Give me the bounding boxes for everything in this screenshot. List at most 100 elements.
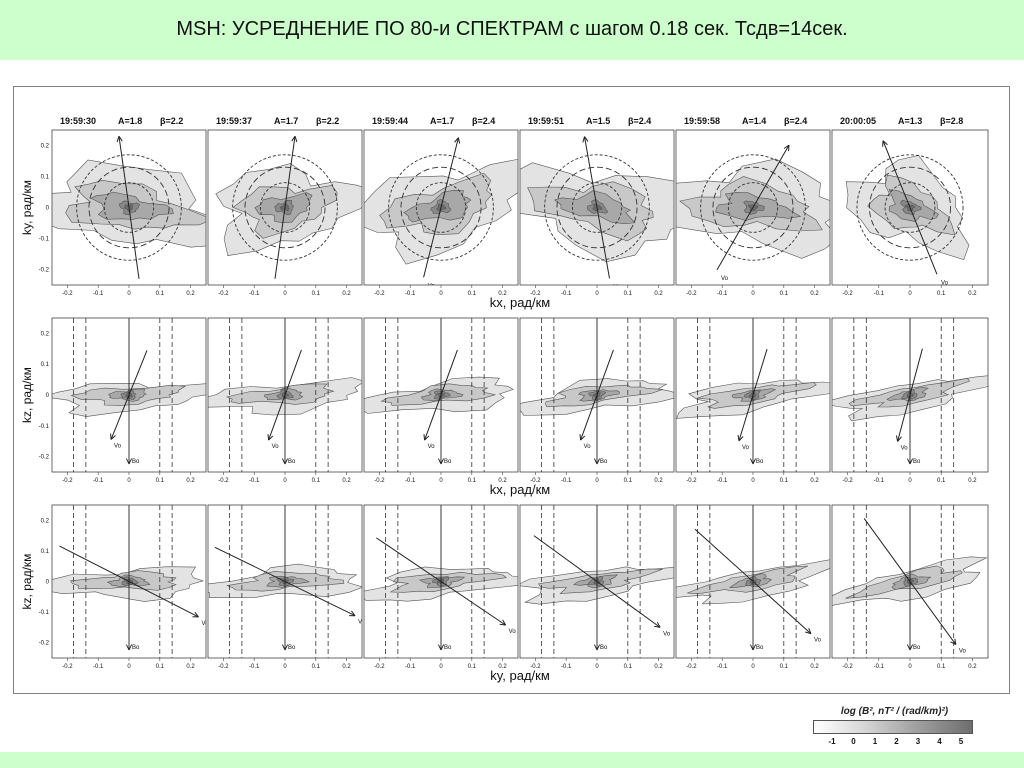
y-tick-label: 0 [46, 206, 50, 212]
scale-circle [727, 182, 779, 233]
vo-label: Vo [358, 620, 366, 626]
vo-arrowhead [805, 627, 812, 635]
vo-vector [423, 137, 459, 278]
contour-group: Bo Vo [364, 505, 518, 658]
panel-r2-c1: Bo Vo -0.2 -0.1 0 0.1 0.2 -0.2 -0.1 0 0.1 0.2 [39, 317, 207, 484]
x-tick-label: -0.1 [249, 291, 260, 297]
x-axis-label: kx, рад/км [490, 482, 551, 497]
vo-arrowhead [654, 621, 661, 628]
vo-arrowhead [267, 434, 274, 441]
x-tick-label: -0.1 [405, 291, 416, 297]
x-tick-label: -0.1 [249, 664, 260, 670]
scale-circle [571, 182, 623, 233]
x-tick-label: -0.2 [842, 291, 853, 297]
x-tick-label: 0.1 [780, 291, 789, 297]
x-tick-label: 0.2 [342, 478, 351, 484]
vo-vector [863, 518, 957, 645]
vo-arrowhead [116, 135, 123, 143]
scale-circle [556, 166, 638, 249]
x-tick-label: 0 [439, 478, 443, 484]
bo-label: Bo [913, 459, 921, 465]
x-tick-label: 0.1 [468, 478, 477, 484]
vo-arrowhead [737, 434, 744, 442]
panel-beta-value: β=2.8 [940, 116, 963, 126]
y-tick-label: 0.1 [41, 362, 50, 368]
bo-arrowhead [125, 644, 133, 651]
vo-vector [580, 349, 614, 441]
y-tick-label: 0 [46, 580, 50, 586]
vo-arrowhead [499, 619, 507, 626]
contour-group: Vo [215, 135, 362, 285]
x-tick-label: -0.1 [561, 478, 572, 484]
panel-time: 19:59:44 [372, 116, 408, 126]
bo-label: Bo [288, 645, 296, 651]
bo-label: Bo [600, 459, 608, 465]
vo-arrowhead [895, 435, 902, 442]
scale-circle [868, 166, 952, 249]
vo-vector [59, 545, 199, 618]
x-tick-label: 0.2 [968, 664, 977, 670]
x-tick-label: 0.1 [780, 478, 789, 484]
x-tick-label: 0 [908, 478, 912, 484]
panel-beta-value: β=2.2 [160, 116, 183, 126]
x-tick-label: 0 [908, 291, 912, 297]
vo-arrowhead [579, 434, 586, 441]
x-tick-label: 0.2 [654, 664, 663, 670]
vo-label: Vo [901, 445, 909, 451]
bo-arrowhead [281, 644, 289, 651]
x-axis-label: ky, рад/км [490, 668, 550, 683]
scale-circle [88, 166, 170, 249]
panel-r3-c1: Bo Vo -0.2 -0.1 0 0.1 0.2 -0.2 -0.1 0 0.1 0.2 [39, 504, 207, 670]
x-tick-label: 0 [439, 664, 443, 670]
scale-circle [388, 154, 494, 261]
bo-arrowhead [437, 644, 445, 651]
x-tick-label: 0.1 [937, 664, 946, 670]
x-tick-label: -0.2 [686, 478, 697, 484]
y-axis-label: kz, рад/км [20, 367, 34, 423]
y-tick-label: 0.2 [41, 518, 50, 524]
x-tick-label: 0 [127, 291, 131, 297]
x-tick-label: -0.1 [405, 478, 416, 484]
vo-label: Vo [114, 444, 122, 450]
vo-vector [533, 535, 661, 628]
x-tick-label: -0.1 [717, 664, 728, 670]
x-tick-label: -0.1 [874, 478, 885, 484]
vo-label: Vo [272, 444, 280, 450]
x-tick-label: 0 [908, 664, 912, 670]
vo-label: Vo [143, 285, 151, 291]
bo-arrowhead [906, 644, 914, 651]
x-tick-label: -0.1 [717, 291, 728, 297]
panel-a-value: A=1.5 [586, 116, 610, 126]
x-tick-label: 0.2 [810, 291, 819, 297]
contour-group: Vo [364, 137, 518, 285]
bo-arrowhead [906, 458, 914, 465]
vo-label: Vo [721, 276, 729, 282]
vo-label: Vo [428, 444, 436, 450]
scale-circle [400, 166, 482, 249]
x-tick-label: 0.2 [968, 291, 977, 297]
vo-arrowhead [783, 144, 790, 152]
x-tick-label: 0.1 [624, 478, 633, 484]
x-tick-label: -0.2 [842, 478, 853, 484]
vo-arrowhead [192, 611, 199, 618]
x-tick-label: 0.1 [156, 478, 165, 484]
x-tick-label: 0.1 [312, 664, 321, 670]
panel-time: 19:59:58 [684, 116, 720, 126]
panel-beta-value: β=2.4 [784, 116, 807, 126]
bo-arrowhead [125, 458, 133, 465]
y-tick-label: -0.2 [39, 268, 50, 274]
panel-a-value: A=1.4 [742, 116, 766, 126]
scale-circle [76, 154, 182, 261]
x-tick-label: -0.2 [686, 291, 697, 297]
x-tick-label: -0.1 [874, 664, 885, 670]
vo-label: Vo [814, 638, 822, 644]
panel-r3-c4: Bo Vo -0.2 -0.1 0 0.1 0.2 [519, 504, 675, 670]
vo-label: Vo [509, 629, 517, 635]
contour-group: Bo Vo [676, 505, 830, 658]
x-tick-label: -0.2 [686, 664, 697, 670]
scale-circle [232, 154, 338, 261]
contour-group: Bo Vo [52, 505, 206, 658]
x-tick-label: 0 [751, 291, 755, 297]
header-bar: MSH: УСРЕДНЕНИЕ ПО 80-и СПЕКТРАМ с шагом… [0, 0, 1024, 60]
x-tick-label: 0.1 [468, 291, 477, 297]
